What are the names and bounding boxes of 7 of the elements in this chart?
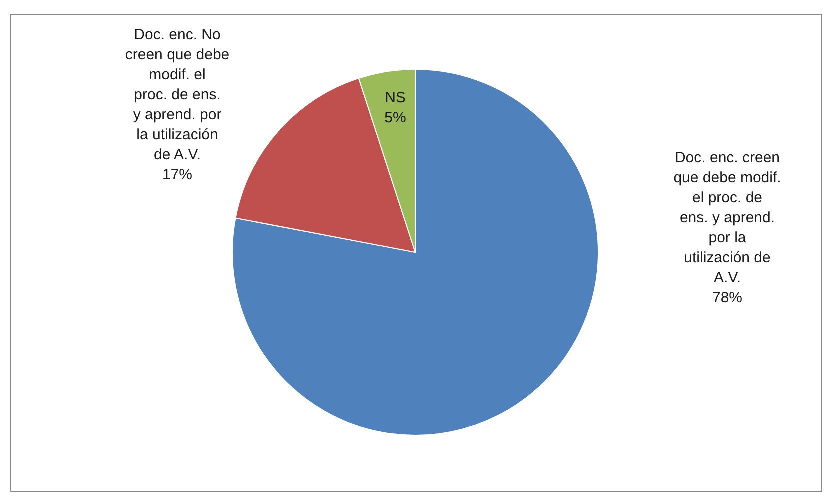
pie-slice bbox=[232, 69, 599, 436]
data-label: 78% bbox=[712, 290, 743, 306]
data-label: 17% bbox=[162, 166, 193, 184]
slice-label: Doc. enc. creen que debe modif. el proc. de ens. y aprend. por la utilización de A.V. bbox=[674, 150, 782, 286]
data-label: 5% bbox=[384, 110, 406, 126]
slice-label: Doc. enc. No creen que debe modif. el proc. de ens. y aprend. por la utilización de A.V. bbox=[125, 26, 230, 164]
slice-label: NS bbox=[385, 90, 406, 106]
